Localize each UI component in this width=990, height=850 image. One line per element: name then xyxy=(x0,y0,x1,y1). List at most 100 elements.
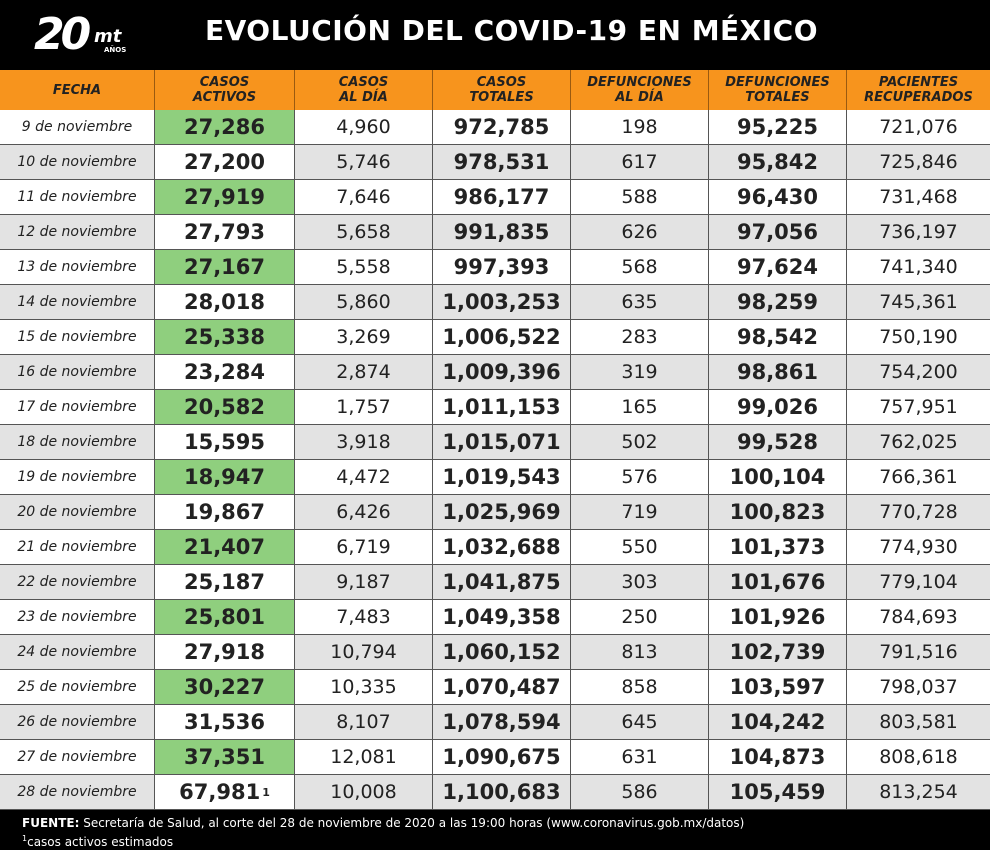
cell-value: 12,081 xyxy=(330,746,397,768)
table-cell: 1,006,522 xyxy=(433,320,571,355)
table-cell: 27,793 xyxy=(155,215,295,250)
cell-value: 774,930 xyxy=(879,536,958,558)
column-header: PACIENTES RECUPERADOS xyxy=(847,70,990,110)
cell-value: 626 xyxy=(621,221,658,243)
table-cell: 27,167 xyxy=(155,250,295,285)
table-cell: 798,037 xyxy=(847,670,990,705)
table-cell: 588 xyxy=(571,180,709,215)
cell-value: 25,187 xyxy=(183,570,266,594)
header: 20 mt AÑOS EVOLUCIÓN DEL COVID-19 EN MÉX… xyxy=(0,0,990,70)
cell-value: 12 de noviembre xyxy=(17,224,137,240)
column-header-line: FECHA xyxy=(52,82,102,98)
cell-value: 26 de noviembre xyxy=(17,714,137,730)
table-cell: 319 xyxy=(571,355,709,390)
table-cell: 719 xyxy=(571,495,709,530)
table-cell: 770,728 xyxy=(847,495,990,530)
table-cell: 25,187 xyxy=(155,565,295,600)
table-cell: 6,719 xyxy=(295,530,433,565)
cell-value: 1,003,253 xyxy=(442,290,561,314)
cell-value: 798,037 xyxy=(879,676,958,698)
table-cell: 5,746 xyxy=(295,145,433,180)
table-cell: 1,090,675 xyxy=(433,740,571,775)
table-cell: 103,597 xyxy=(709,670,847,705)
column-header-line: RECUPERADOS xyxy=(864,90,973,105)
table-row: 26 de noviembre 31,536 8,107 1,078,594 645 10… xyxy=(0,705,990,740)
table-cell: 978,531 xyxy=(433,145,571,180)
table-cell: 5,558 xyxy=(295,250,433,285)
cell-value: 645 xyxy=(621,711,658,733)
cell-value: 18 de noviembre xyxy=(17,434,137,450)
table-row: 25 de noviembre 30,227 10,335 1,070,487 858 1… xyxy=(0,670,990,705)
table-cell: 22 de noviembre xyxy=(0,565,155,600)
cell-value: 283 xyxy=(621,326,658,348)
cell-value: 779,104 xyxy=(879,571,958,593)
cell-value: 978,531 xyxy=(453,150,550,174)
table-cell: 502 xyxy=(571,425,709,460)
cell-value: 1,011,153 xyxy=(442,395,561,419)
cell-value: 22 de noviembre xyxy=(17,574,137,590)
table-cell: 1,003,253 xyxy=(433,285,571,320)
column-header: DEFUNCIONES TOTALES xyxy=(709,70,847,110)
table-cell: 576 xyxy=(571,460,709,495)
cell-value: 102,739 xyxy=(729,640,826,664)
table-cell: 858 xyxy=(571,670,709,705)
cell-value: 21,407 xyxy=(183,535,266,559)
cell-value: 101,373 xyxy=(729,535,826,559)
cell-value: 972,785 xyxy=(453,115,550,139)
cell-value: 16 de noviembre xyxy=(17,364,137,380)
cell-value: 27,793 xyxy=(183,220,266,244)
cell-value: 2,874 xyxy=(336,361,391,383)
footnote-line: 1casos activos estimados xyxy=(22,831,990,850)
cell-value: 95,842 xyxy=(736,150,819,174)
table-cell: 1,009,396 xyxy=(433,355,571,390)
cell-value: 25,801 xyxy=(183,605,266,629)
table-row: 27 de noviembre 37,351 12,081 1,090,675 631 1… xyxy=(0,740,990,775)
column-header-line: AL DÍA xyxy=(615,90,664,105)
table-cell: 586 xyxy=(571,775,709,810)
cell-value: 986,177 xyxy=(453,185,550,209)
cell-value: 757,951 xyxy=(879,396,958,418)
column-header-line: PACIENTES xyxy=(878,75,959,90)
page-title: EVOLUCIÓN DEL COVID-19 EN MÉXICO xyxy=(205,14,819,47)
table-cell: 96,430 xyxy=(709,180,847,215)
table-cell: 104,873 xyxy=(709,740,847,775)
cell-value: 4,472 xyxy=(336,466,391,488)
table-body: 9 de noviembre 27,286 4,960 972,785 198 95,22… xyxy=(0,110,990,810)
cell-value: 813,254 xyxy=(879,781,958,803)
cell-value: 100,823 xyxy=(729,500,826,524)
table-cell: 1,070,487 xyxy=(433,670,571,705)
cell-value: 9,187 xyxy=(336,571,391,593)
cell-value: 104,873 xyxy=(729,745,826,769)
cell-value: 20,582 xyxy=(183,395,266,419)
table-cell: 97,624 xyxy=(709,250,847,285)
table-cell: 1,049,358 xyxy=(433,600,571,635)
cell-value: 1,019,543 xyxy=(442,465,561,489)
logo-sub: AÑOS xyxy=(104,46,127,54)
table-header: FECHA CASOS ACTIVOS CASOS AL DÍA CASOS TOTALES… xyxy=(0,70,990,110)
table-cell: 741,340 xyxy=(847,250,990,285)
cell-value: 99,026 xyxy=(736,395,819,419)
cell-value: 762,025 xyxy=(879,431,958,453)
cell-value: 5,558 xyxy=(336,256,391,278)
cell-value: 99,528 xyxy=(736,430,819,454)
table-cell: 101,926 xyxy=(709,600,847,635)
table-cell: 766,361 xyxy=(847,460,990,495)
cell-value: 103,597 xyxy=(729,675,826,699)
cell-value: 11 de noviembre xyxy=(17,189,137,205)
table-cell: 95,225 xyxy=(709,110,847,145)
cell-value: 7,646 xyxy=(336,186,391,208)
cell-value: 588 xyxy=(621,186,658,208)
table-cell: 18,947 xyxy=(155,460,295,495)
table-cell: 1,015,071 xyxy=(433,425,571,460)
column-header: CASOS AL DÍA xyxy=(295,70,433,110)
table-cell: 27,918 xyxy=(155,635,295,670)
cell-value: 550 xyxy=(621,536,658,558)
table-cell: 550 xyxy=(571,530,709,565)
column-header-line: AL DÍA xyxy=(339,90,388,105)
cell-value: 24 de noviembre xyxy=(17,644,137,660)
cell-value: 104,242 xyxy=(729,710,826,734)
table-cell: 1,078,594 xyxy=(433,705,571,740)
table-cell: 9,187 xyxy=(295,565,433,600)
table-cell: 24 de noviembre xyxy=(0,635,155,670)
cell-value: 1,100,683 xyxy=(442,780,561,804)
